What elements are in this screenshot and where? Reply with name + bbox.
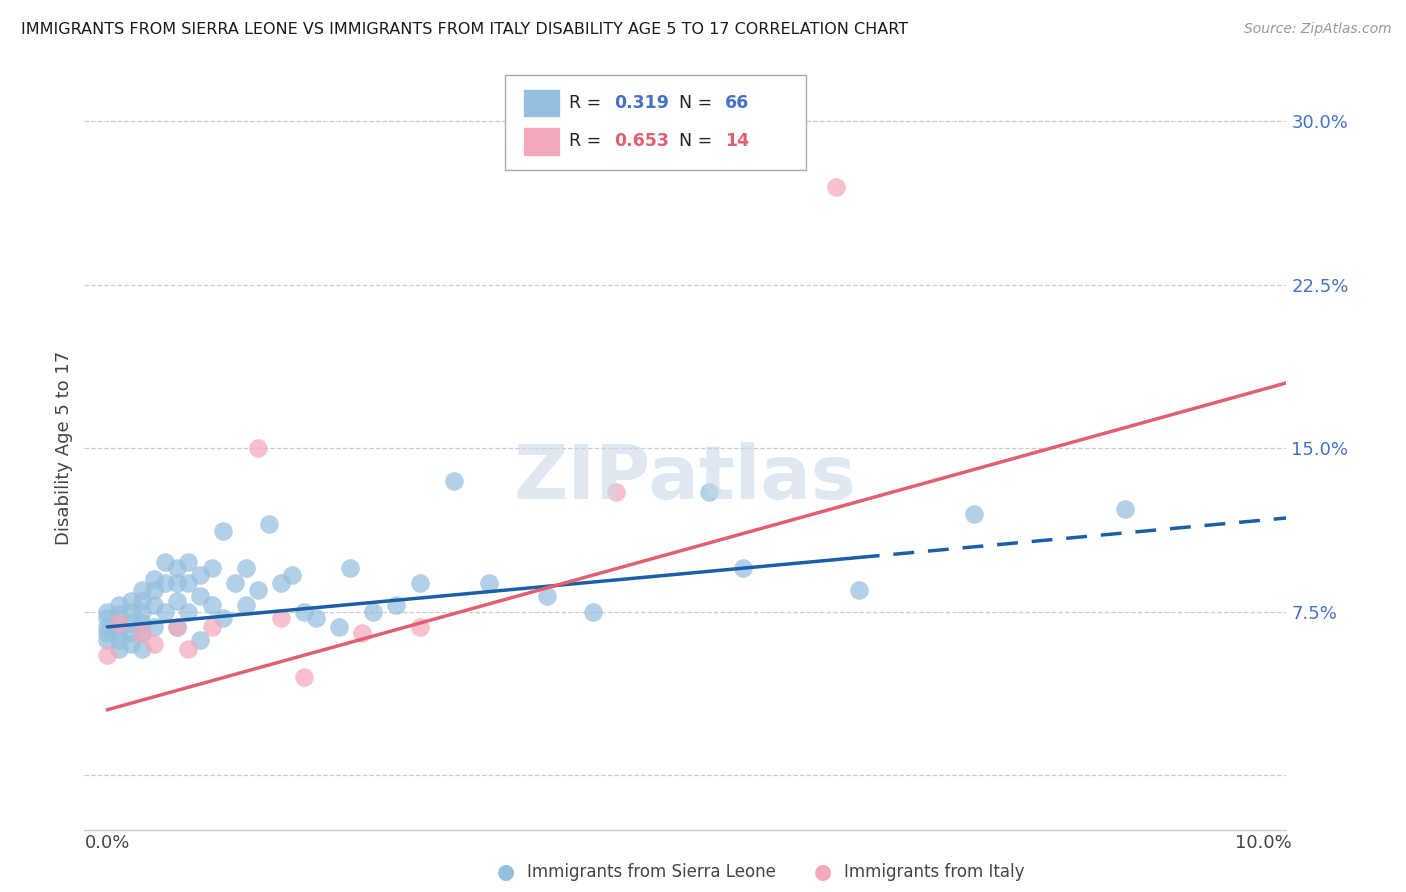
Point bbox=[96, 620, 118, 634]
Point bbox=[120, 594, 142, 608]
Point bbox=[224, 576, 246, 591]
Text: 66: 66 bbox=[725, 94, 749, 112]
Point bbox=[385, 598, 408, 612]
Point bbox=[142, 572, 165, 586]
Point bbox=[270, 576, 292, 591]
Text: 0.319: 0.319 bbox=[614, 94, 669, 112]
Text: Immigrants from Italy: Immigrants from Italy bbox=[844, 863, 1024, 881]
Point bbox=[200, 598, 222, 612]
Point bbox=[131, 582, 153, 597]
Point bbox=[96, 611, 118, 625]
Point bbox=[605, 484, 627, 499]
Point bbox=[733, 561, 755, 575]
Point bbox=[582, 605, 605, 619]
Text: 14: 14 bbox=[725, 133, 749, 151]
Point bbox=[292, 605, 315, 619]
Point bbox=[155, 555, 177, 569]
Point bbox=[120, 637, 142, 651]
Text: ZIPatlas: ZIPatlas bbox=[515, 442, 856, 516]
Point bbox=[848, 582, 870, 597]
Text: Source: ZipAtlas.com: Source: ZipAtlas.com bbox=[1244, 22, 1392, 37]
Text: N =: N = bbox=[679, 94, 718, 112]
Y-axis label: Disability Age 5 to 17: Disability Age 5 to 17 bbox=[55, 351, 73, 545]
Text: Immigrants from Sierra Leone: Immigrants from Sierra Leone bbox=[527, 863, 776, 881]
Point bbox=[212, 611, 235, 625]
Point bbox=[96, 648, 118, 663]
Point bbox=[177, 605, 200, 619]
Point bbox=[142, 620, 165, 634]
Point bbox=[166, 576, 188, 591]
Point bbox=[363, 605, 385, 619]
Point bbox=[108, 598, 131, 612]
Bar bbox=[523, 128, 560, 155]
Point bbox=[235, 561, 257, 575]
Point bbox=[350, 626, 373, 640]
Point bbox=[200, 620, 222, 634]
Point bbox=[1114, 502, 1136, 516]
Point bbox=[142, 598, 165, 612]
Point bbox=[408, 620, 430, 634]
Bar bbox=[523, 89, 560, 117]
Point bbox=[281, 567, 304, 582]
Point bbox=[108, 615, 131, 630]
Point bbox=[443, 474, 465, 488]
Point bbox=[108, 632, 131, 647]
Point bbox=[155, 605, 177, 619]
Point bbox=[259, 517, 281, 532]
Text: R =: R = bbox=[569, 94, 606, 112]
Point bbox=[108, 607, 131, 621]
Point bbox=[408, 576, 430, 591]
Point bbox=[246, 442, 269, 456]
Point bbox=[120, 626, 142, 640]
Point bbox=[536, 590, 558, 604]
Point bbox=[131, 626, 153, 640]
Point bbox=[177, 576, 200, 591]
Point bbox=[108, 624, 131, 639]
Point bbox=[177, 641, 200, 656]
Point bbox=[200, 561, 222, 575]
Point bbox=[108, 615, 131, 630]
Text: N =: N = bbox=[679, 133, 718, 151]
Point bbox=[96, 626, 118, 640]
Point bbox=[120, 605, 142, 619]
Point bbox=[96, 632, 118, 647]
Point bbox=[166, 561, 188, 575]
Point bbox=[131, 641, 153, 656]
Point bbox=[697, 484, 720, 499]
Point bbox=[96, 605, 118, 619]
Point bbox=[166, 620, 188, 634]
Point bbox=[963, 507, 986, 521]
Point bbox=[188, 590, 211, 604]
Point bbox=[824, 179, 846, 194]
Point bbox=[142, 637, 165, 651]
Point bbox=[328, 620, 350, 634]
Point bbox=[188, 632, 211, 647]
Text: ●: ● bbox=[498, 863, 515, 882]
Text: 0.653: 0.653 bbox=[614, 133, 669, 151]
Point bbox=[246, 582, 269, 597]
Point bbox=[131, 615, 153, 630]
Point bbox=[155, 576, 177, 591]
Point bbox=[270, 611, 292, 625]
Point bbox=[120, 615, 142, 630]
Point bbox=[166, 620, 188, 634]
Point bbox=[131, 594, 153, 608]
Point bbox=[188, 567, 211, 582]
Point bbox=[131, 605, 153, 619]
FancyBboxPatch shape bbox=[505, 75, 806, 169]
Point bbox=[304, 611, 326, 625]
Point bbox=[212, 524, 235, 538]
Point bbox=[131, 626, 153, 640]
Point bbox=[478, 576, 501, 591]
Point bbox=[166, 594, 188, 608]
Point bbox=[142, 582, 165, 597]
Text: R =: R = bbox=[569, 133, 606, 151]
Point bbox=[108, 641, 131, 656]
Text: IMMIGRANTS FROM SIERRA LEONE VS IMMIGRANTS FROM ITALY DISABILITY AGE 5 TO 17 COR: IMMIGRANTS FROM SIERRA LEONE VS IMMIGRAN… bbox=[21, 22, 908, 37]
Point bbox=[339, 561, 361, 575]
Point bbox=[235, 598, 257, 612]
Point bbox=[177, 555, 200, 569]
Text: ●: ● bbox=[814, 863, 831, 882]
Point bbox=[292, 670, 315, 684]
